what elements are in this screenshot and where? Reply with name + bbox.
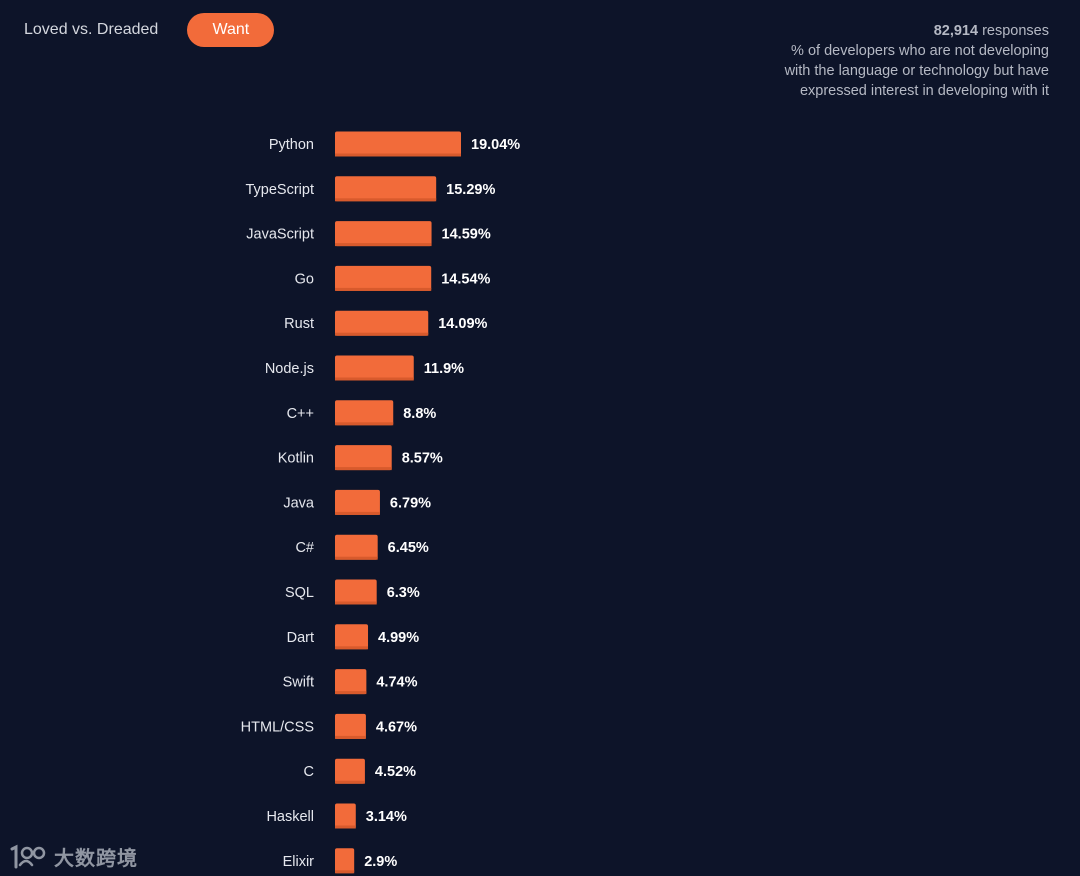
bar[interactable]	[335, 803, 356, 829]
bar-shadow	[335, 198, 437, 202]
category-label: Java	[283, 495, 315, 511]
watermark-logo-icon	[10, 844, 46, 868]
value-label: 19.04%	[471, 137, 520, 153]
bar[interactable]	[335, 713, 366, 739]
tab-want[interactable]: Want	[187, 13, 275, 47]
bar-shadow	[335, 691, 367, 695]
bar-shadow	[335, 556, 378, 560]
watermark-text: 大数跨境	[54, 846, 138, 870]
bar-shadow	[335, 287, 432, 291]
bar-shadow	[335, 825, 356, 829]
value-label: 15.29%	[446, 182, 495, 198]
value-label: 4.52%	[375, 764, 416, 780]
category-label: Haskell	[266, 809, 314, 825]
category-label: Node.js	[265, 361, 314, 377]
category-label: Python	[269, 137, 314, 153]
value-label: 4.99%	[378, 630, 419, 646]
bar-shadow	[335, 332, 429, 336]
category-label: Elixir	[283, 854, 315, 870]
category-label: Swift	[283, 675, 314, 691]
bar[interactable]	[335, 131, 461, 157]
bar-shadow	[335, 870, 355, 874]
category-label: Kotlin	[278, 451, 314, 467]
category-label: Dart	[287, 630, 314, 646]
tab-loved-vs-dreaded[interactable]: Loved vs. Dreaded	[24, 21, 159, 38]
watermark: 大数跨境	[10, 842, 138, 871]
category-label: JavaScript	[246, 227, 314, 243]
bar-shadow	[335, 601, 377, 605]
bar-shadow	[335, 735, 366, 739]
responses-line: 82,914 responses	[769, 21, 1049, 41]
bar[interactable]	[335, 534, 378, 560]
bar-shadow	[335, 467, 392, 471]
value-label: 2.9%	[364, 854, 397, 870]
responses-word: responses	[978, 23, 1049, 39]
category-label: TypeScript	[246, 182, 315, 198]
bar[interactable]	[335, 400, 394, 426]
bar[interactable]	[335, 848, 355, 874]
value-label: 4.74%	[376, 675, 417, 691]
value-label: 3.14%	[366, 809, 407, 825]
value-label: 6.79%	[390, 495, 431, 511]
value-label: 6.45%	[388, 540, 429, 556]
bar[interactable]	[335, 445, 392, 471]
value-label: 4.67%	[376, 719, 417, 735]
value-label: 14.09%	[438, 316, 487, 332]
bar[interactable]	[335, 758, 365, 784]
value-label: 8.8%	[403, 406, 436, 422]
bar[interactable]	[335, 669, 367, 695]
category-label: HTML/CSS	[241, 719, 314, 735]
category-label: Go	[295, 271, 314, 287]
bar[interactable]	[335, 176, 437, 202]
category-label: C	[304, 764, 314, 780]
value-label: 8.57%	[402, 451, 443, 467]
bar-shadow	[335, 153, 461, 157]
category-label: SQL	[285, 585, 314, 601]
value-label: 14.59%	[442, 227, 491, 243]
bar-shadow	[335, 646, 369, 650]
bar[interactable]	[335, 624, 369, 650]
bar[interactable]	[335, 310, 429, 336]
chart-info: 82,914 responses % of developers who are…	[769, 21, 1049, 101]
bar-shadow	[335, 377, 414, 381]
bar[interactable]	[335, 489, 380, 515]
bar[interactable]	[335, 579, 377, 605]
bar[interactable]	[335, 221, 432, 247]
chart-description: % of developers who are not developing w…	[784, 43, 1049, 99]
bar-shadow	[335, 422, 394, 426]
value-label: 6.3%	[387, 585, 420, 601]
responses-count: 82,914	[933, 23, 979, 39]
value-label: 11.9%	[424, 361, 464, 377]
bar-shadow	[335, 511, 380, 515]
value-label: 14.54%	[441, 271, 490, 287]
category-label: C++	[287, 406, 314, 422]
bar-shadow	[335, 243, 432, 247]
bar-shadow	[335, 780, 365, 784]
bar[interactable]	[335, 265, 432, 291]
category-label: Rust	[284, 316, 314, 332]
bar[interactable]	[335, 355, 414, 381]
category-label: C#	[295, 540, 314, 556]
view-tabs: Loved vs. Dreaded Want	[24, 13, 275, 47]
